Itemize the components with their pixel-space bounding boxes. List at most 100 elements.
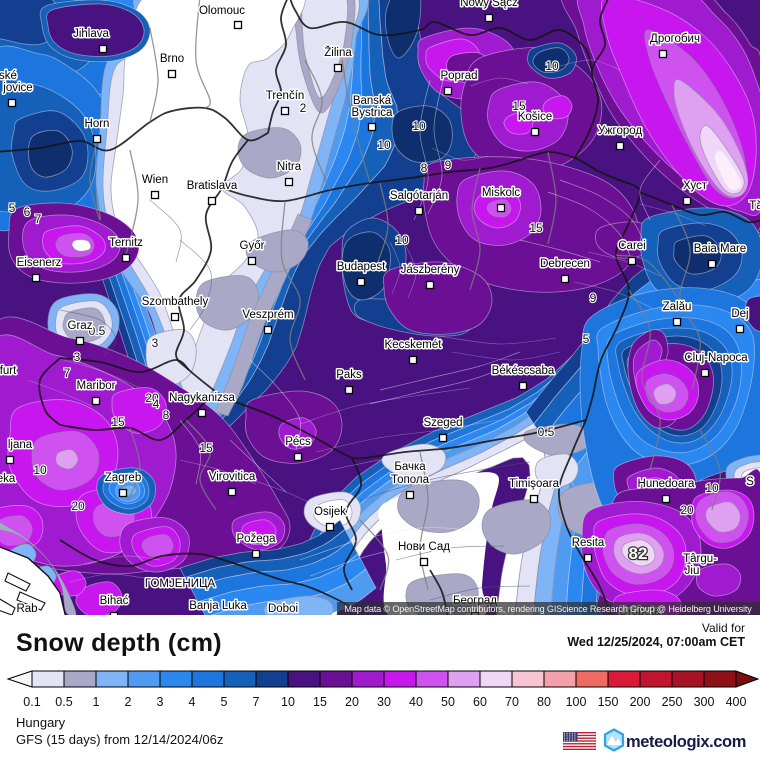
svg-text:ГОМЈЕНИЦА: ГОМЈЕНИЦА [145, 578, 216, 590]
svg-text:Jászberény: Jászberény [401, 264, 460, 276]
svg-text:0.1: 0.1 [23, 695, 40, 709]
svg-text:furt: furt [0, 365, 17, 377]
svg-text:10: 10 [545, 59, 559, 73]
svg-text:3: 3 [157, 695, 164, 709]
svg-text:Horn: Horn [85, 118, 110, 130]
svg-text:Нови Сад: Нови Сад [398, 541, 450, 553]
svg-text:150: 150 [598, 695, 619, 709]
svg-text:Бачка: Бачка [394, 461, 426, 473]
svg-text:15: 15 [529, 221, 543, 235]
svg-text:0.5: 0.5 [538, 425, 555, 439]
svg-text:Bratislava: Bratislava [187, 180, 238, 192]
svg-text:Ужгород: Ужгород [598, 125, 642, 137]
svg-text:Baia Mare: Baia Mare [694, 243, 746, 255]
svg-text:Rab: Rab [16, 603, 37, 615]
svg-text:Požega: Požega [236, 533, 276, 545]
svg-text:60: 60 [473, 695, 487, 709]
svg-text:6: 6 [24, 205, 31, 219]
svg-text:400: 400 [726, 695, 747, 709]
svg-text:7: 7 [35, 212, 42, 226]
svg-text:10: 10 [33, 463, 47, 477]
svg-text:Timişoara: Timişoara [509, 478, 560, 490]
svg-text:Miskolc: Miskolc [482, 187, 521, 199]
svg-text:15: 15 [313, 695, 327, 709]
svg-text:Graz: Graz [68, 320, 93, 332]
svg-text:Ternitz: Ternitz [109, 237, 143, 249]
svg-text:15: 15 [199, 441, 213, 455]
svg-text:200: 200 [630, 695, 651, 709]
svg-text:Map data © OpenStreetMap contr: Map data © OpenStreetMap contributors, r… [344, 604, 752, 614]
svg-text:Debrecen: Debrecen [540, 258, 590, 270]
svg-text:Bystrica: Bystrica [352, 107, 394, 119]
svg-text:Nowy Sącz: Nowy Sącz [460, 0, 518, 9]
svg-text:Хуст: Хуст [683, 180, 708, 192]
svg-text:Košice: Košice [518, 111, 553, 123]
svg-text:Jiu: Jiu [685, 565, 700, 577]
svg-text:4: 4 [153, 397, 160, 411]
svg-text:82: 82 [629, 544, 648, 563]
svg-text:Tă: Tă [749, 200, 760, 212]
svg-text:eka: eka [0, 473, 16, 485]
svg-text:Jihlava: Jihlava [73, 28, 109, 40]
svg-text:20: 20 [680, 503, 694, 517]
svg-text:8: 8 [163, 408, 170, 422]
svg-text:Nagykanizsa: Nagykanizsa [169, 392, 235, 404]
svg-text:Дрогобич: Дрогобич [650, 33, 700, 45]
svg-text:ské: ské [0, 70, 17, 82]
svg-text:Wien: Wien [142, 174, 168, 186]
svg-text:Dej: Dej [731, 308, 748, 320]
svg-text:S: S [746, 476, 754, 488]
svg-text:jovice: jovice [2, 82, 32, 94]
svg-text:Zalău: Zalău [663, 301, 692, 313]
svg-text:100: 100 [566, 695, 587, 709]
svg-text:20: 20 [345, 695, 359, 709]
svg-text:3: 3 [74, 350, 81, 364]
svg-text:250: 250 [662, 695, 683, 709]
svg-text:Banská: Banská [353, 95, 392, 107]
svg-text:Resita: Resita [572, 537, 605, 549]
svg-text:9: 9 [445, 158, 452, 172]
svg-text:1: 1 [93, 695, 100, 709]
svg-text:2: 2 [300, 101, 307, 115]
svg-text:5: 5 [9, 201, 16, 215]
svg-text:5: 5 [221, 695, 228, 709]
svg-text:Kecskemét: Kecskemét [385, 339, 443, 351]
svg-text:Žilina: Žilina [324, 46, 352, 59]
svg-text:Cluj-Napoca: Cluj-Napoca [684, 352, 748, 364]
svg-text:Paks: Paks [336, 369, 362, 381]
svg-text:300: 300 [694, 695, 715, 709]
svg-text:Szombathely: Szombathely [142, 296, 209, 308]
svg-text:0.5: 0.5 [89, 324, 106, 338]
svg-text:10: 10 [705, 481, 719, 495]
svg-text:Veszprém: Veszprém [242, 309, 293, 321]
svg-text:Bihać: Bihać [100, 595, 129, 607]
svg-text:80: 80 [537, 695, 551, 709]
svg-text:4: 4 [189, 695, 196, 709]
svg-text:ljana: ljana [8, 439, 33, 451]
svg-text:20: 20 [71, 499, 85, 513]
svg-text:Békéscsaba: Békéscsaba [492, 365, 555, 377]
svg-text:50: 50 [441, 695, 455, 709]
svg-text:3: 3 [152, 336, 159, 350]
svg-text:Nitra: Nitra [277, 161, 302, 173]
svg-text:7: 7 [64, 366, 71, 380]
svg-text:2: 2 [125, 695, 132, 709]
svg-text:Doboi: Doboi [268, 603, 298, 615]
svg-text:15: 15 [111, 415, 125, 429]
svg-text:8: 8 [421, 161, 428, 175]
svg-text:Szeged: Szeged [423, 417, 462, 429]
svg-text:Zagreb: Zagreb [105, 472, 141, 484]
svg-text:Győr: Győr [240, 240, 265, 252]
svg-text:Banja Luka: Banja Luka [189, 600, 247, 612]
svg-text:Virovitica: Virovitica [209, 471, 256, 483]
svg-text:10: 10 [395, 233, 409, 247]
svg-text:Pécs: Pécs [285, 436, 311, 448]
svg-text:Топола: Топола [391, 474, 430, 486]
svg-text:9: 9 [590, 291, 597, 305]
svg-text:Hunedoara: Hunedoara [638, 478, 696, 490]
svg-text:15: 15 [512, 99, 526, 113]
svg-text:Olomouc: Olomouc [199, 5, 245, 17]
svg-text:10: 10 [281, 695, 295, 709]
svg-text:Târgu-: Târgu- [683, 553, 717, 565]
svg-text:Maribor: Maribor [77, 380, 116, 392]
